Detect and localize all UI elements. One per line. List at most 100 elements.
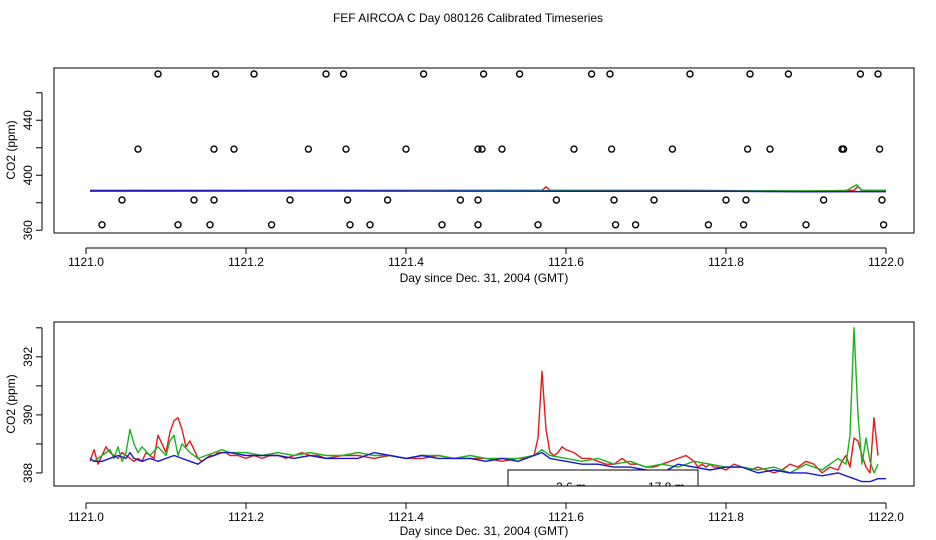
data-point [839, 145, 848, 153]
series-line-blue [90, 190, 886, 193]
bottom-chart: 2.6 m 17.8 m 1121.01121.21121.41121.6112… [4, 321, 915, 540]
y-tick-label: 390 [21, 405, 35, 425]
x-tick-label: 1121.8 [708, 510, 744, 524]
data-point [552, 196, 561, 204]
data-point [478, 145, 486, 153]
y-tick-label: 360 [21, 220, 35, 240]
data-point [819, 196, 828, 204]
data-point [402, 145, 410, 153]
data-point [668, 145, 677, 153]
top-chart-markers [98, 70, 888, 229]
data-point [154, 70, 162, 78]
x-tick-label: 1122.0 [868, 510, 904, 524]
y-tick-label: 392 [21, 346, 35, 366]
top-x-axis: 1121.0 1121.2 1121.4 1121.6 1121.8 1122.0 [68, 247, 904, 269]
x-tick-label: 1121.2 [228, 510, 264, 524]
series-line-green [89, 327, 879, 474]
data-point [742, 196, 750, 204]
data-point [322, 70, 330, 78]
series-line-blue [89, 451, 886, 483]
data-point [746, 70, 754, 78]
data-point [686, 70, 694, 78]
data-point [498, 145, 506, 153]
figure-title: FEF AIRCOA C Day 080126 Calibrated Times… [333, 11, 603, 25]
bottom-x-axis: 1121.0 1121.2 1121.4 1121.6 1121.8 1122.0 [68, 502, 904, 524]
top-x-axis-label: Day since Dec. 31, 2004 (GMT) [400, 271, 569, 285]
x-tick-label: 1121.0 [68, 510, 104, 524]
data-point [570, 145, 578, 153]
x-tick-label: 1121.0 [68, 255, 104, 269]
data-point [607, 145, 616, 153]
data-point [366, 221, 374, 229]
data-point [878, 196, 886, 204]
x-tick-label: 1121.6 [548, 510, 584, 524]
data-point [267, 221, 276, 229]
bottom-plot-bottom-cover [54, 486, 914, 540]
data-point [784, 70, 793, 78]
data-point [343, 196, 352, 204]
data-point [515, 70, 524, 78]
x-tick-label: 1121.4 [388, 255, 424, 269]
data-point [98, 221, 106, 229]
x-tick-label: 1121.8 [708, 255, 744, 269]
data-point [210, 145, 218, 153]
data-point [766, 145, 774, 153]
data-point [210, 196, 218, 204]
data-point [611, 221, 620, 229]
data-point [874, 70, 882, 78]
top-chart-frame [53, 67, 915, 234]
data-point [606, 70, 614, 78]
data-point [419, 70, 428, 78]
bottom-chart-series [89, 327, 886, 483]
data-point [134, 145, 142, 153]
data-point [739, 221, 748, 229]
data-point [743, 145, 752, 153]
data-point [118, 196, 126, 204]
data-point [534, 221, 542, 229]
data-point [474, 196, 482, 204]
data-point [474, 145, 482, 153]
data-point [190, 196, 198, 204]
y-tick-label: 388 [21, 463, 35, 483]
data-point [879, 221, 888, 229]
data-point [346, 221, 354, 229]
top-y-axis: 360 400 440 [21, 92, 43, 240]
data-point [206, 221, 214, 229]
data-point [250, 70, 258, 78]
data-point [802, 221, 810, 229]
top-chart-series [89, 183, 887, 193]
top-y-axis-label: CO2 (ppm) [4, 120, 18, 179]
data-point [456, 196, 465, 204]
data-point [230, 145, 238, 153]
data-point [438, 221, 446, 229]
bottom-y-axis: 388 390 392 [21, 327, 43, 483]
data-point [704, 221, 713, 229]
data-point [631, 221, 640, 229]
bottom-y-axis-label: CO2 (ppm) [4, 374, 18, 433]
data-point [474, 221, 482, 229]
x-tick-label: 1121.4 [388, 510, 424, 524]
data-point [383, 196, 392, 204]
data-point [479, 70, 488, 78]
data-point [610, 196, 618, 204]
x-tick-label: 1122.0 [868, 255, 904, 269]
y-tick-label: 400 [21, 165, 35, 185]
data-point [339, 70, 348, 78]
data-point [856, 70, 865, 78]
top-chart: 1121.0 1121.2 1121.4 1121.6 1121.8 1122.0 360… [4, 67, 915, 285]
data-point [286, 196, 294, 204]
x-tick-label: 1121.2 [228, 255, 264, 269]
data-point [875, 145, 884, 153]
data-point [342, 145, 350, 153]
data-point [587, 70, 596, 78]
bottom-x-axis-label: Day since Dec. 31, 2004 (GMT) [400, 524, 569, 538]
data-point [304, 145, 313, 153]
y-tick-label: 440 [21, 110, 35, 130]
data-point [211, 70, 220, 78]
data-point [650, 196, 658, 204]
data-point [174, 221, 182, 229]
data-point [722, 196, 730, 204]
x-tick-label: 1121.6 [548, 255, 584, 269]
bottom-chart-frame [53, 321, 915, 487]
